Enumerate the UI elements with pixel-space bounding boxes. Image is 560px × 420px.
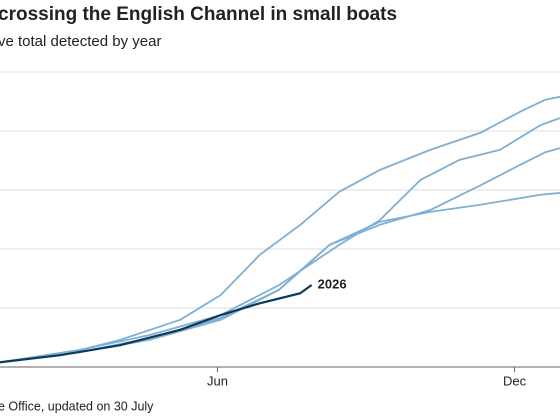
series-label: 2026 (318, 276, 347, 291)
chart-source: e Office, updated on 30 July (0, 399, 154, 413)
series-line (0, 284, 313, 364)
chart-subtitle: ve total detected by year (0, 33, 161, 50)
x-tick-label: Dec (503, 373, 527, 388)
chart-title: crossing the English Channel in small bo… (0, 4, 397, 25)
series-line (0, 192, 560, 364)
series-line (0, 147, 560, 364)
series-line (0, 95, 560, 364)
x-tick-label: Jun (207, 373, 228, 388)
